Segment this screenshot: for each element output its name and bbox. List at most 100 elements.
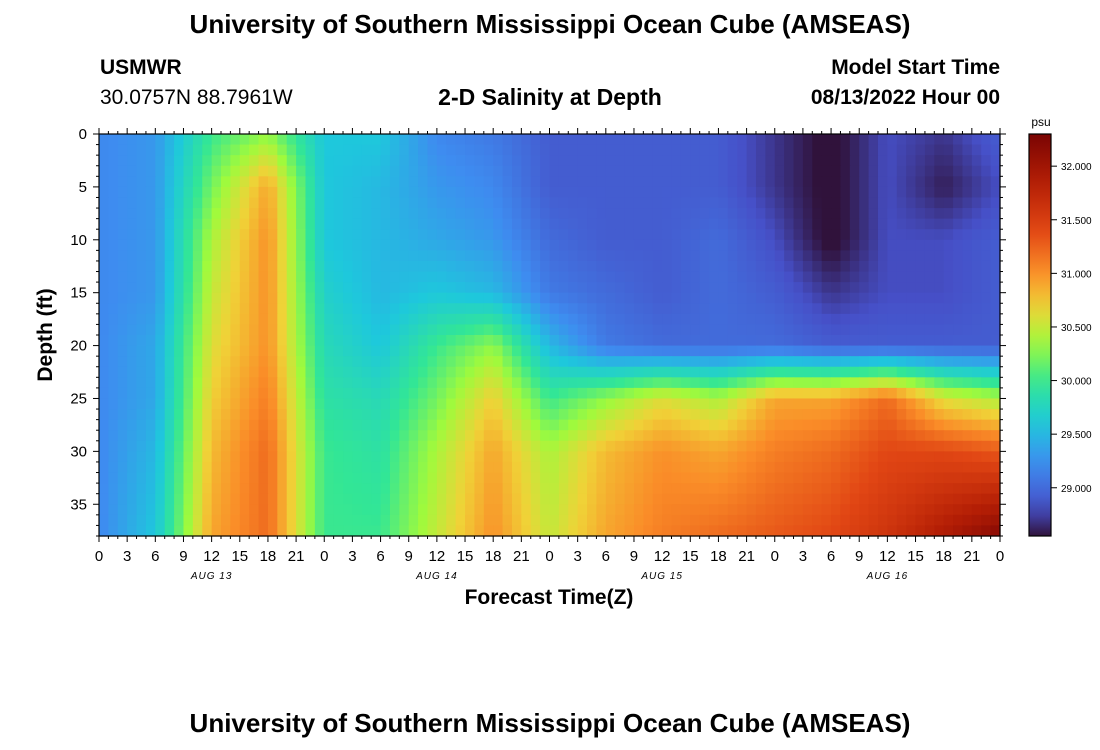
heatmap-cell (446, 345, 457, 357)
heatmap-cell (877, 186, 888, 199)
heatmap-cell (765, 229, 776, 241)
heatmap-cell (267, 197, 278, 209)
heatmap-cell (164, 303, 175, 315)
heatmap-cell (230, 398, 241, 410)
heatmap-cell (840, 483, 851, 495)
heatmap-cell (333, 377, 344, 389)
heatmap-cell (258, 377, 269, 389)
heatmap-cell (718, 366, 729, 378)
heatmap-cell (305, 271, 316, 283)
heatmap-cell (906, 398, 917, 410)
heatmap-cell (389, 197, 400, 209)
heatmap-cell (530, 134, 541, 146)
heatmap-cell (530, 197, 541, 209)
heatmap-cell (108, 356, 119, 368)
heatmap-cell (108, 430, 119, 442)
heatmap-cell (587, 377, 598, 389)
heatmap-cell (990, 335, 1001, 347)
heatmap-cell (746, 260, 757, 273)
heatmap-cell (558, 345, 569, 357)
heatmap-cell (587, 165, 598, 177)
heatmap-cell (821, 303, 832, 315)
heatmap-cell (136, 186, 147, 199)
heatmap-cell (953, 387, 964, 400)
heatmap-cell (380, 324, 391, 336)
heatmap-cell (859, 134, 870, 146)
heatmap-cell (418, 197, 429, 209)
heatmap-cell (755, 356, 766, 368)
heatmap-cell (633, 324, 644, 336)
heatmap-cell (924, 461, 935, 474)
heatmap-cell (380, 250, 391, 262)
heatmap-cell (709, 356, 720, 368)
heatmap-cell (605, 472, 616, 484)
heatmap-cell (906, 197, 917, 209)
heatmap-cell (727, 155, 738, 167)
heatmap-cell (418, 335, 429, 347)
heatmap-cell (286, 377, 297, 389)
heatmap-cell (258, 387, 269, 400)
heatmap-cell (183, 366, 194, 378)
heatmap-cell (145, 366, 156, 378)
heatmap-cell (99, 260, 109, 273)
heatmap-cell (953, 366, 964, 378)
heatmap-cell (990, 208, 1001, 220)
heatmap-cell (821, 292, 832, 304)
heatmap-cell (643, 451, 654, 463)
heatmap-cell (174, 419, 185, 431)
heatmap-cell (887, 176, 898, 188)
heatmap-cell (305, 186, 316, 199)
heatmap-cell (896, 366, 907, 378)
heatmap-cell (192, 303, 203, 315)
heatmap-cell (699, 165, 710, 177)
heatmap-cell (718, 229, 729, 241)
x-tick-label: 6 (376, 548, 384, 565)
heatmap-cell (465, 155, 476, 167)
heatmap-cell (493, 525, 504, 537)
heatmap-cell (352, 134, 363, 146)
heatmap-cell (455, 313, 466, 326)
heatmap-cell (136, 218, 147, 230)
heatmap-cell (755, 186, 766, 199)
heatmap-cell (877, 398, 888, 410)
heatmap-cell (314, 218, 325, 230)
heatmap-cell (155, 165, 166, 177)
heatmap-cell (511, 483, 522, 495)
heatmap-cell (699, 134, 710, 146)
heatmap-cell (887, 461, 898, 474)
heatmap-cell (221, 250, 231, 262)
heatmap-cell (427, 398, 438, 410)
heatmap-cell (774, 525, 785, 537)
heatmap-cell (324, 324, 335, 336)
heatmap-cell (906, 292, 917, 304)
heatmap-cell (108, 292, 119, 304)
heatmap-cell (511, 525, 522, 537)
heatmap-cell (127, 239, 138, 251)
heatmap-cell (465, 218, 476, 230)
heatmap-cell (211, 409, 222, 421)
heatmap-cell (108, 345, 119, 357)
heatmap-cell (314, 356, 325, 368)
heatmap-cell (418, 303, 429, 315)
heatmap-cell (793, 345, 804, 357)
heatmap-cell (887, 525, 898, 537)
heatmap-cell (249, 144, 260, 156)
heatmap-cell (145, 472, 156, 484)
heatmap-cell (755, 472, 766, 484)
heatmap-cell (765, 282, 776, 294)
heatmap-cell (155, 313, 166, 326)
heatmap-cell (605, 345, 616, 357)
heatmap-cell (530, 461, 541, 474)
heatmap-cell (117, 165, 128, 177)
heatmap-cell (389, 493, 400, 505)
heatmap-cell (389, 271, 400, 283)
heatmap-cell (896, 419, 907, 431)
heatmap-cell (774, 409, 785, 421)
heatmap-cell (155, 282, 166, 294)
heatmap-cell (840, 387, 851, 400)
heatmap-cell (577, 208, 588, 220)
heatmap-cell (877, 430, 888, 442)
heatmap-cell (164, 387, 175, 400)
heatmap-cell (408, 229, 419, 241)
heatmap-cell (943, 218, 954, 230)
